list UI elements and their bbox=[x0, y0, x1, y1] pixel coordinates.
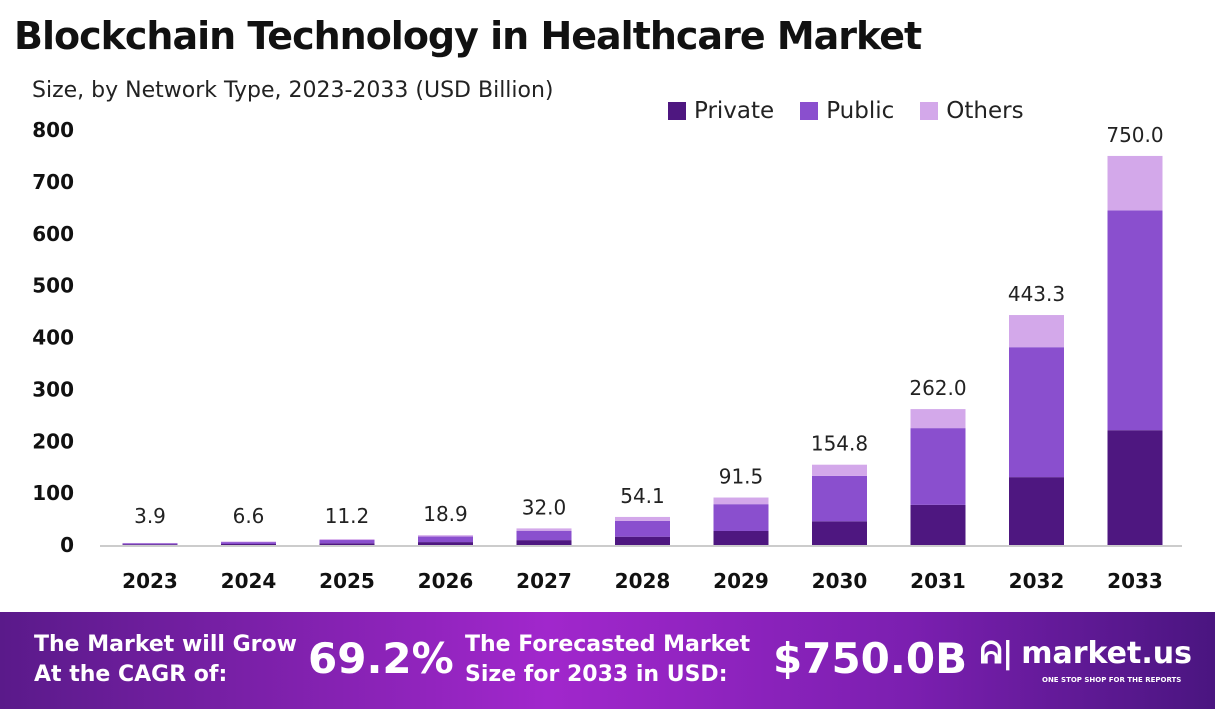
legend-label: Others bbox=[946, 98, 1024, 124]
bar-segment-others bbox=[516, 528, 572, 531]
x-tick-label: 2026 bbox=[418, 569, 474, 593]
legend-swatch bbox=[920, 102, 939, 120]
bar-segment-private bbox=[122, 544, 178, 545]
bar-segment-public bbox=[221, 542, 276, 545]
bar-segment-public bbox=[1009, 347, 1064, 478]
legend-item-private: Private bbox=[668, 98, 774, 124]
cagr-label-line2: At the CAGR of: bbox=[34, 662, 228, 687]
logo-text: market.us bbox=[1021, 636, 1192, 671]
x-tick-label: 2027 bbox=[516, 569, 572, 593]
bar-segment-others bbox=[812, 464, 867, 476]
total-data-label: 18.9 bbox=[423, 502, 468, 526]
bar-segment-public bbox=[122, 543, 178, 545]
bar-segment-others bbox=[713, 497, 769, 505]
footer-banner: The Market will Grow At the CAGR of: 69.2… bbox=[0, 612, 1215, 709]
total-data-label: 6.6 bbox=[233, 504, 265, 528]
legend: Private Public Others bbox=[668, 98, 1024, 124]
bar-segment-others bbox=[615, 516, 670, 521]
x-tick-label: 2023 bbox=[122, 569, 178, 593]
logo-icon: ᕱ| bbox=[980, 636, 1014, 671]
bar-segment-private bbox=[910, 504, 966, 545]
legend-item-others: Others bbox=[920, 98, 1024, 124]
bar-segment-public bbox=[713, 504, 769, 531]
bar-segment-public bbox=[418, 536, 473, 543]
total-data-label: 54.1 bbox=[620, 484, 665, 508]
bar-segment-private bbox=[221, 544, 276, 545]
cagr-value: 69.2% bbox=[308, 634, 454, 683]
x-tick-label: 2029 bbox=[713, 569, 769, 593]
chart-plot: 0 100 200 300 400 500 600 700 800 3.9 2023 6.6 2024 1… bbox=[32, 118, 1182, 593]
bar-segment-public bbox=[319, 540, 375, 544]
bar-segment-public bbox=[1107, 210, 1163, 431]
bar-segment-public bbox=[615, 520, 670, 537]
logo-tagline: ONE STOP SHOP FOR THE REPORTS bbox=[1042, 676, 1182, 684]
x-tick-label: 2031 bbox=[910, 569, 966, 593]
total-data-label: 750.0 bbox=[1106, 123, 1163, 147]
bar-segment-others bbox=[910, 409, 966, 429]
bar-segment-private bbox=[418, 542, 473, 545]
y-tick-label: 300 bbox=[32, 377, 74, 401]
x-tick-label: 2033 bbox=[1107, 569, 1163, 593]
y-tick-label: 0 bbox=[60, 533, 74, 557]
y-tick-label: 600 bbox=[32, 222, 74, 246]
bar-segment-private bbox=[713, 530, 769, 545]
bar-segment-others bbox=[319, 539, 375, 541]
y-tick-label: 100 bbox=[32, 481, 74, 505]
legend-swatch bbox=[668, 102, 686, 120]
forecast-value: $750.0B bbox=[773, 634, 968, 683]
x-tick-label: 2030 bbox=[812, 569, 868, 593]
total-data-label: 91.5 bbox=[719, 465, 764, 489]
bar-segment-private bbox=[516, 540, 572, 545]
total-data-label: 262.0 bbox=[909, 376, 966, 400]
total-data-label: 154.8 bbox=[811, 432, 868, 456]
y-tick-label: 200 bbox=[32, 429, 74, 453]
bar-segment-private bbox=[319, 543, 375, 545]
total-data-label: 32.0 bbox=[522, 495, 567, 519]
bar-segment-others bbox=[1009, 315, 1064, 348]
total-data-label: 3.9 bbox=[134, 504, 166, 528]
bar-segment-others bbox=[221, 541, 276, 543]
bar-segment-private bbox=[812, 521, 867, 545]
bar-segment-others bbox=[418, 535, 473, 537]
y-tick-label: 700 bbox=[32, 170, 74, 194]
bar-segment-public bbox=[910, 428, 966, 505]
bar-segment-private bbox=[1009, 477, 1064, 545]
x-tick-label: 2025 bbox=[319, 569, 375, 593]
forecast-label: The Forecasted Market Size for 2033 in US… bbox=[465, 630, 750, 690]
cagr-label-line1: The Market will Grow bbox=[34, 632, 297, 657]
total-data-label: 11.2 bbox=[325, 504, 370, 528]
bar-segment-public bbox=[812, 475, 867, 522]
chart-title: Blockchain Technology in Healthcare Mark… bbox=[14, 14, 922, 58]
legend-label: Private bbox=[694, 98, 775, 124]
y-tick-label: 500 bbox=[32, 274, 74, 298]
legend-swatch bbox=[800, 102, 819, 120]
legend-label: Public bbox=[826, 98, 895, 124]
total-data-label: 443.3 bbox=[1008, 282, 1065, 306]
y-tick-label: 800 bbox=[32, 118, 74, 142]
x-tick-label: 2032 bbox=[1009, 569, 1065, 593]
x-tick-label: 2028 bbox=[615, 569, 671, 593]
market-us-logo: ᕱ| market.us ONE STOP SHOP FOR THE REPOR… bbox=[980, 636, 1192, 684]
chart-subtitle: Size, by Network Type, 2023-2033 (USD Bi… bbox=[32, 78, 554, 103]
bar-segment-others bbox=[1107, 155, 1163, 211]
forecast-label-line1: The Forecasted Market bbox=[465, 632, 751, 657]
legend-item-public: Public bbox=[800, 98, 894, 124]
bar-segment-public bbox=[516, 530, 572, 541]
forecast-label-line2: Size for 2033 in USD: bbox=[465, 662, 728, 687]
x-tick-label: 2024 bbox=[221, 569, 277, 593]
cagr-label: The Market will Grow At the CAGR of: bbox=[34, 630, 297, 690]
bar-segment-private bbox=[615, 536, 670, 545]
y-tick-label: 400 bbox=[32, 326, 74, 350]
bar-segment-private bbox=[1107, 430, 1163, 545]
